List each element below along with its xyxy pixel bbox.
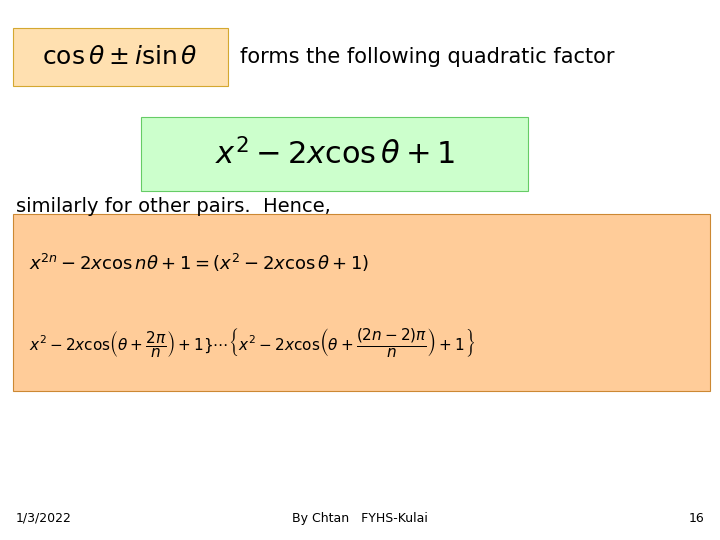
Text: $x^{2n}-2x\cos n\theta+1=\left(x^{2}-2x\cos\theta+1\right)$: $x^{2n}-2x\cos n\theta+1=\left(x^{2}-2x\… — [29, 252, 369, 274]
Text: 1/3/2022: 1/3/2022 — [16, 512, 72, 525]
Text: $x^{2}-2x\cos\theta+1$: $x^{2}-2x\cos\theta+1$ — [215, 138, 455, 170]
Text: 16: 16 — [688, 512, 704, 525]
Text: By Chtan   FYHS-Kulai: By Chtan FYHS-Kulai — [292, 512, 428, 525]
Text: forms the following quadratic factor: forms the following quadratic factor — [240, 46, 615, 67]
Text: $\cos\theta \pm i\sin\theta$: $\cos\theta \pm i\sin\theta$ — [42, 45, 198, 69]
Text: similarly for other pairs.  Hence,: similarly for other pairs. Hence, — [16, 197, 330, 216]
FancyBboxPatch shape — [13, 214, 710, 391]
FancyBboxPatch shape — [13, 28, 228, 86]
FancyBboxPatch shape — [141, 117, 528, 191]
Text: $x^{2}-2x\cos\!\left(\theta+\dfrac{2\pi}{n}\right)+1\}\cdots\left\{x^{2}-2x\cos\: $x^{2}-2x\cos\!\left(\theta+\dfrac{2\pi}… — [29, 326, 475, 359]
